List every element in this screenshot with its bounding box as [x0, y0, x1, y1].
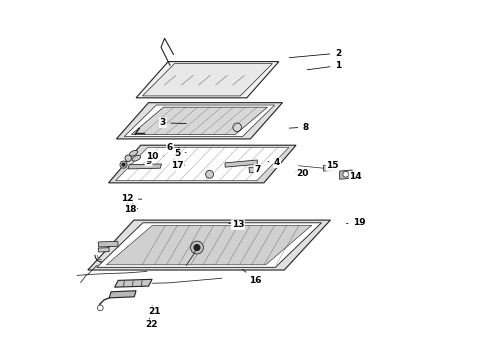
- Text: 13: 13: [228, 220, 244, 229]
- Ellipse shape: [129, 150, 138, 156]
- Text: 19: 19: [346, 219, 366, 228]
- Text: 1: 1: [307, 61, 341, 70]
- Polygon shape: [340, 170, 352, 179]
- Circle shape: [98, 305, 103, 311]
- Text: 18: 18: [123, 205, 138, 214]
- Text: 17: 17: [171, 161, 185, 170]
- Polygon shape: [323, 165, 334, 171]
- Polygon shape: [116, 147, 289, 181]
- Text: 9: 9: [146, 157, 158, 166]
- Circle shape: [122, 163, 125, 166]
- Polygon shape: [98, 241, 118, 247]
- Circle shape: [191, 241, 203, 254]
- Polygon shape: [136, 62, 279, 98]
- Text: 6: 6: [167, 143, 179, 152]
- Text: 4: 4: [268, 158, 280, 167]
- Polygon shape: [97, 223, 321, 267]
- Text: 8: 8: [289, 123, 309, 132]
- Polygon shape: [143, 63, 272, 96]
- Circle shape: [194, 245, 200, 251]
- Text: 22: 22: [145, 318, 158, 329]
- Text: 5: 5: [174, 149, 186, 158]
- Text: 21: 21: [149, 306, 161, 316]
- Polygon shape: [109, 291, 136, 298]
- Polygon shape: [115, 279, 152, 287]
- Text: 2: 2: [289, 49, 341, 58]
- Circle shape: [206, 170, 214, 178]
- Polygon shape: [124, 105, 274, 136]
- Polygon shape: [128, 164, 161, 169]
- Text: 3: 3: [160, 118, 187, 127]
- Circle shape: [343, 171, 348, 177]
- Polygon shape: [131, 107, 268, 134]
- Ellipse shape: [132, 155, 141, 161]
- Polygon shape: [109, 145, 296, 183]
- Text: 7: 7: [254, 165, 261, 174]
- Text: 12: 12: [121, 194, 142, 203]
- Text: 15: 15: [326, 161, 339, 170]
- Polygon shape: [225, 160, 257, 167]
- Text: 20: 20: [295, 169, 308, 178]
- Text: 10: 10: [146, 152, 163, 161]
- Text: 14: 14: [348, 172, 362, 181]
- Polygon shape: [249, 166, 260, 173]
- Polygon shape: [117, 103, 282, 139]
- Polygon shape: [98, 248, 109, 252]
- Circle shape: [125, 155, 131, 161]
- Text: 16: 16: [243, 269, 262, 284]
- Circle shape: [120, 161, 127, 168]
- Polygon shape: [88, 220, 330, 270]
- Polygon shape: [106, 225, 312, 265]
- Text: 11: 11: [122, 200, 136, 209]
